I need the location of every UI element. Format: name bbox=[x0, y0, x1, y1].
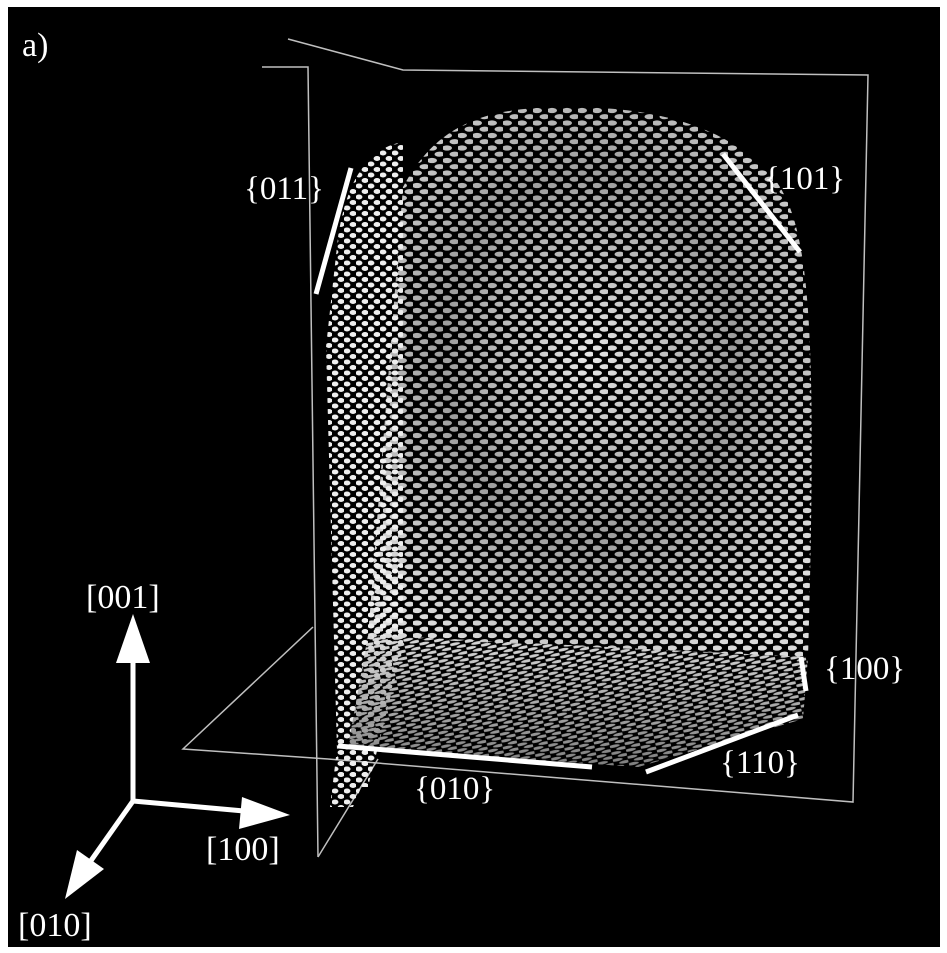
facet-label-010: {010} bbox=[414, 771, 496, 807]
plane-outlines bbox=[181, 38, 869, 858]
lattice-side-wall bbox=[326, 142, 403, 787]
facet-label-100: {100} bbox=[824, 651, 906, 687]
lattice-lower-strip bbox=[330, 757, 373, 807]
axis-label-100: [100] bbox=[206, 831, 280, 868]
facet-line-110 bbox=[645, 712, 799, 775]
axis-100-shaft bbox=[132, 798, 245, 814]
axis-triad bbox=[65, 614, 290, 899]
facet-label-101: {101} bbox=[764, 161, 846, 197]
lattice-floor-shading bbox=[348, 635, 808, 767]
facet-line-100 bbox=[798, 656, 809, 692]
facet-line-011 bbox=[313, 167, 354, 295]
axis-100-arrowhead bbox=[239, 797, 290, 829]
axis-010-shaft bbox=[87, 799, 136, 864]
facet-label-011: {011} bbox=[244, 171, 324, 207]
atom-probe-reconstruction bbox=[65, 38, 869, 899]
axis-010-arrowhead bbox=[65, 850, 104, 899]
figure-frame: a) {011} {101} {100} {110} {010} [001] [… bbox=[8, 7, 940, 947]
lattice-back-shading bbox=[368, 107, 812, 657]
axis-label-010: [010] bbox=[18, 907, 92, 944]
facet-label-110: {110} bbox=[720, 745, 800, 781]
panel-label: a) bbox=[22, 27, 49, 64]
facet-line-101 bbox=[721, 152, 802, 254]
axis-label-001: [001] bbox=[86, 579, 160, 616]
facet-line-010 bbox=[337, 743, 593, 770]
axis-001-arrowhead bbox=[116, 614, 150, 663]
facet-lines bbox=[313, 152, 809, 775]
